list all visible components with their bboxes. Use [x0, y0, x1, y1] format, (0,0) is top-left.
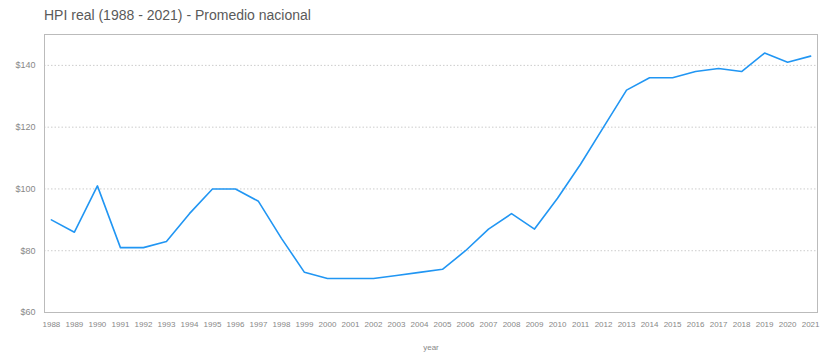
svg-text:$60: $60: [20, 307, 35, 317]
svg-text:1988: 1988: [43, 320, 61, 329]
svg-text:2007: 2007: [480, 320, 498, 329]
svg-text:1996: 1996: [227, 320, 245, 329]
svg-text:2017: 2017: [710, 320, 728, 329]
svg-text:2021: 2021: [802, 320, 820, 329]
svg-text:2006: 2006: [457, 320, 475, 329]
svg-text:2005: 2005: [434, 320, 452, 329]
svg-text:2018: 2018: [733, 320, 751, 329]
svg-text:2004: 2004: [411, 320, 429, 329]
svg-text:2020: 2020: [779, 320, 797, 329]
svg-text:$100: $100: [15, 184, 35, 194]
svg-text:1990: 1990: [89, 320, 107, 329]
svg-text:$140: $140: [15, 60, 35, 70]
svg-text:1997: 1997: [250, 320, 268, 329]
svg-text:1995: 1995: [204, 320, 222, 329]
svg-text:year: year: [423, 343, 439, 352]
svg-text:1991: 1991: [112, 320, 130, 329]
svg-text:1998: 1998: [273, 320, 291, 329]
svg-text:2011: 2011: [572, 320, 590, 329]
svg-text:2000: 2000: [319, 320, 337, 329]
svg-text:1994: 1994: [181, 320, 199, 329]
svg-text:2014: 2014: [641, 320, 659, 329]
svg-text:2002: 2002: [365, 320, 383, 329]
svg-text:$80: $80: [20, 246, 35, 256]
svg-text:2019: 2019: [756, 320, 774, 329]
svg-text:2001: 2001: [342, 320, 360, 329]
svg-text:1992: 1992: [135, 320, 153, 329]
svg-text:2010: 2010: [549, 320, 567, 329]
svg-text:2016: 2016: [687, 320, 705, 329]
svg-text:1989: 1989: [66, 320, 84, 329]
svg-text:2012: 2012: [595, 320, 613, 329]
svg-text:2009: 2009: [526, 320, 544, 329]
svg-text:$120: $120: [15, 122, 35, 132]
svg-text:2008: 2008: [503, 320, 521, 329]
svg-text:2013: 2013: [618, 320, 636, 329]
html-text:HPI real (1988 - 2021) - Prome: HPI real (1988 - 2021) - Promedio nacion…: [44, 7, 311, 23]
svg-text:1999: 1999: [296, 320, 314, 329]
svg-text:1993: 1993: [158, 320, 176, 329]
svg-text:2015: 2015: [664, 320, 682, 329]
svg-text:2003: 2003: [388, 320, 406, 329]
